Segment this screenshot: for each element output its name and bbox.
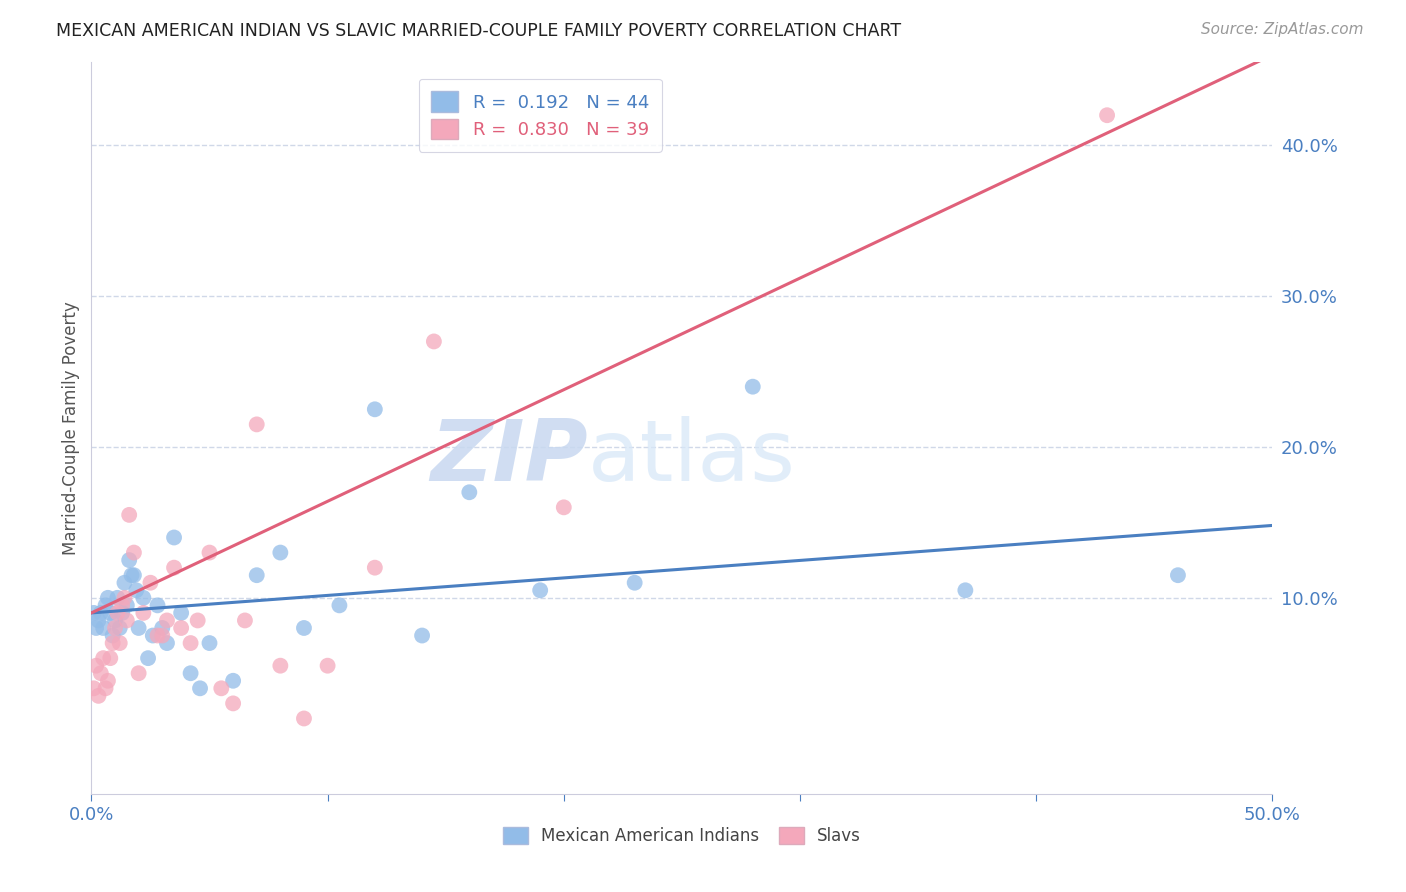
- Point: [121, 568, 143, 582]
- Point: [111, 606, 134, 620]
- Text: MEXICAN AMERICAN INDIAN VS SLAVIC MARRIED-COUPLE FAMILY POVERTY CORRELATION CHAR: MEXICAN AMERICAN INDIAN VS SLAVIC MARRIE…: [56, 22, 901, 40]
- Point: [91, 621, 114, 635]
- Point: [84, 658, 107, 673]
- Point: [328, 599, 350, 613]
- Point: [84, 621, 107, 635]
- Point: [1167, 568, 1189, 582]
- Point: [108, 636, 131, 650]
- Point: [90, 606, 112, 620]
- Point: [292, 711, 315, 725]
- Point: [222, 697, 245, 711]
- Point: [114, 591, 136, 605]
- Point: [458, 485, 481, 500]
- Point: [198, 636, 221, 650]
- Point: [128, 666, 150, 681]
- Point: [115, 599, 138, 613]
- Text: ZIP: ZIP: [430, 416, 588, 499]
- Point: [529, 583, 551, 598]
- Point: [83, 606, 105, 620]
- Point: [209, 681, 232, 696]
- Point: [180, 666, 202, 681]
- Point: [98, 606, 121, 620]
- Point: [136, 651, 159, 665]
- Point: [104, 621, 127, 635]
- Point: [955, 583, 977, 598]
- Point: [163, 531, 186, 545]
- Point: [122, 568, 145, 582]
- Point: [292, 621, 315, 635]
- Point: [104, 614, 127, 628]
- Point: [118, 553, 141, 567]
- Point: [170, 606, 193, 620]
- Point: [97, 591, 120, 605]
- Point: [163, 560, 186, 574]
- Point: [90, 666, 112, 681]
- Point: [623, 575, 645, 590]
- Point: [170, 621, 193, 635]
- Point: [87, 614, 110, 628]
- Point: [364, 560, 387, 574]
- Point: [246, 568, 269, 582]
- Point: [132, 606, 155, 620]
- Point: [83, 681, 105, 696]
- Legend: Mexican American Indians, Slavs: Mexican American Indians, Slavs: [496, 820, 868, 851]
- Point: [132, 591, 155, 605]
- Point: [87, 689, 110, 703]
- Point: [97, 673, 120, 688]
- Point: [741, 380, 763, 394]
- Point: [187, 614, 209, 628]
- Point: [105, 606, 128, 620]
- Point: [98, 651, 121, 665]
- Point: [364, 402, 387, 417]
- Point: [94, 681, 117, 696]
- Text: atlas: atlas: [588, 416, 796, 499]
- Point: [111, 599, 134, 613]
- Point: [222, 673, 245, 688]
- Point: [128, 621, 150, 635]
- Point: [156, 636, 179, 650]
- Y-axis label: Married-Couple Family Poverty: Married-Couple Family Poverty: [62, 301, 80, 555]
- Point: [139, 575, 162, 590]
- Point: [101, 636, 124, 650]
- Point: [125, 583, 148, 598]
- Point: [118, 508, 141, 522]
- Point: [108, 621, 131, 635]
- Point: [122, 545, 145, 559]
- Point: [115, 614, 138, 628]
- Point: [269, 545, 291, 559]
- Point: [411, 628, 433, 642]
- Point: [269, 658, 291, 673]
- Point: [94, 599, 117, 613]
- Point: [198, 545, 221, 559]
- Point: [553, 500, 575, 515]
- Point: [150, 621, 173, 635]
- Point: [146, 628, 169, 642]
- Point: [142, 628, 165, 642]
- Point: [180, 636, 202, 650]
- Point: [1095, 108, 1118, 122]
- Point: [233, 614, 256, 628]
- Text: Source: ZipAtlas.com: Source: ZipAtlas.com: [1201, 22, 1364, 37]
- Point: [156, 614, 179, 628]
- Point: [246, 417, 269, 432]
- Point: [105, 591, 128, 605]
- Point: [91, 651, 114, 665]
- Point: [114, 575, 136, 590]
- Point: [150, 628, 173, 642]
- Point: [423, 334, 446, 349]
- Point: [146, 599, 169, 613]
- Point: [316, 658, 339, 673]
- Point: [101, 628, 124, 642]
- Point: [188, 681, 211, 696]
